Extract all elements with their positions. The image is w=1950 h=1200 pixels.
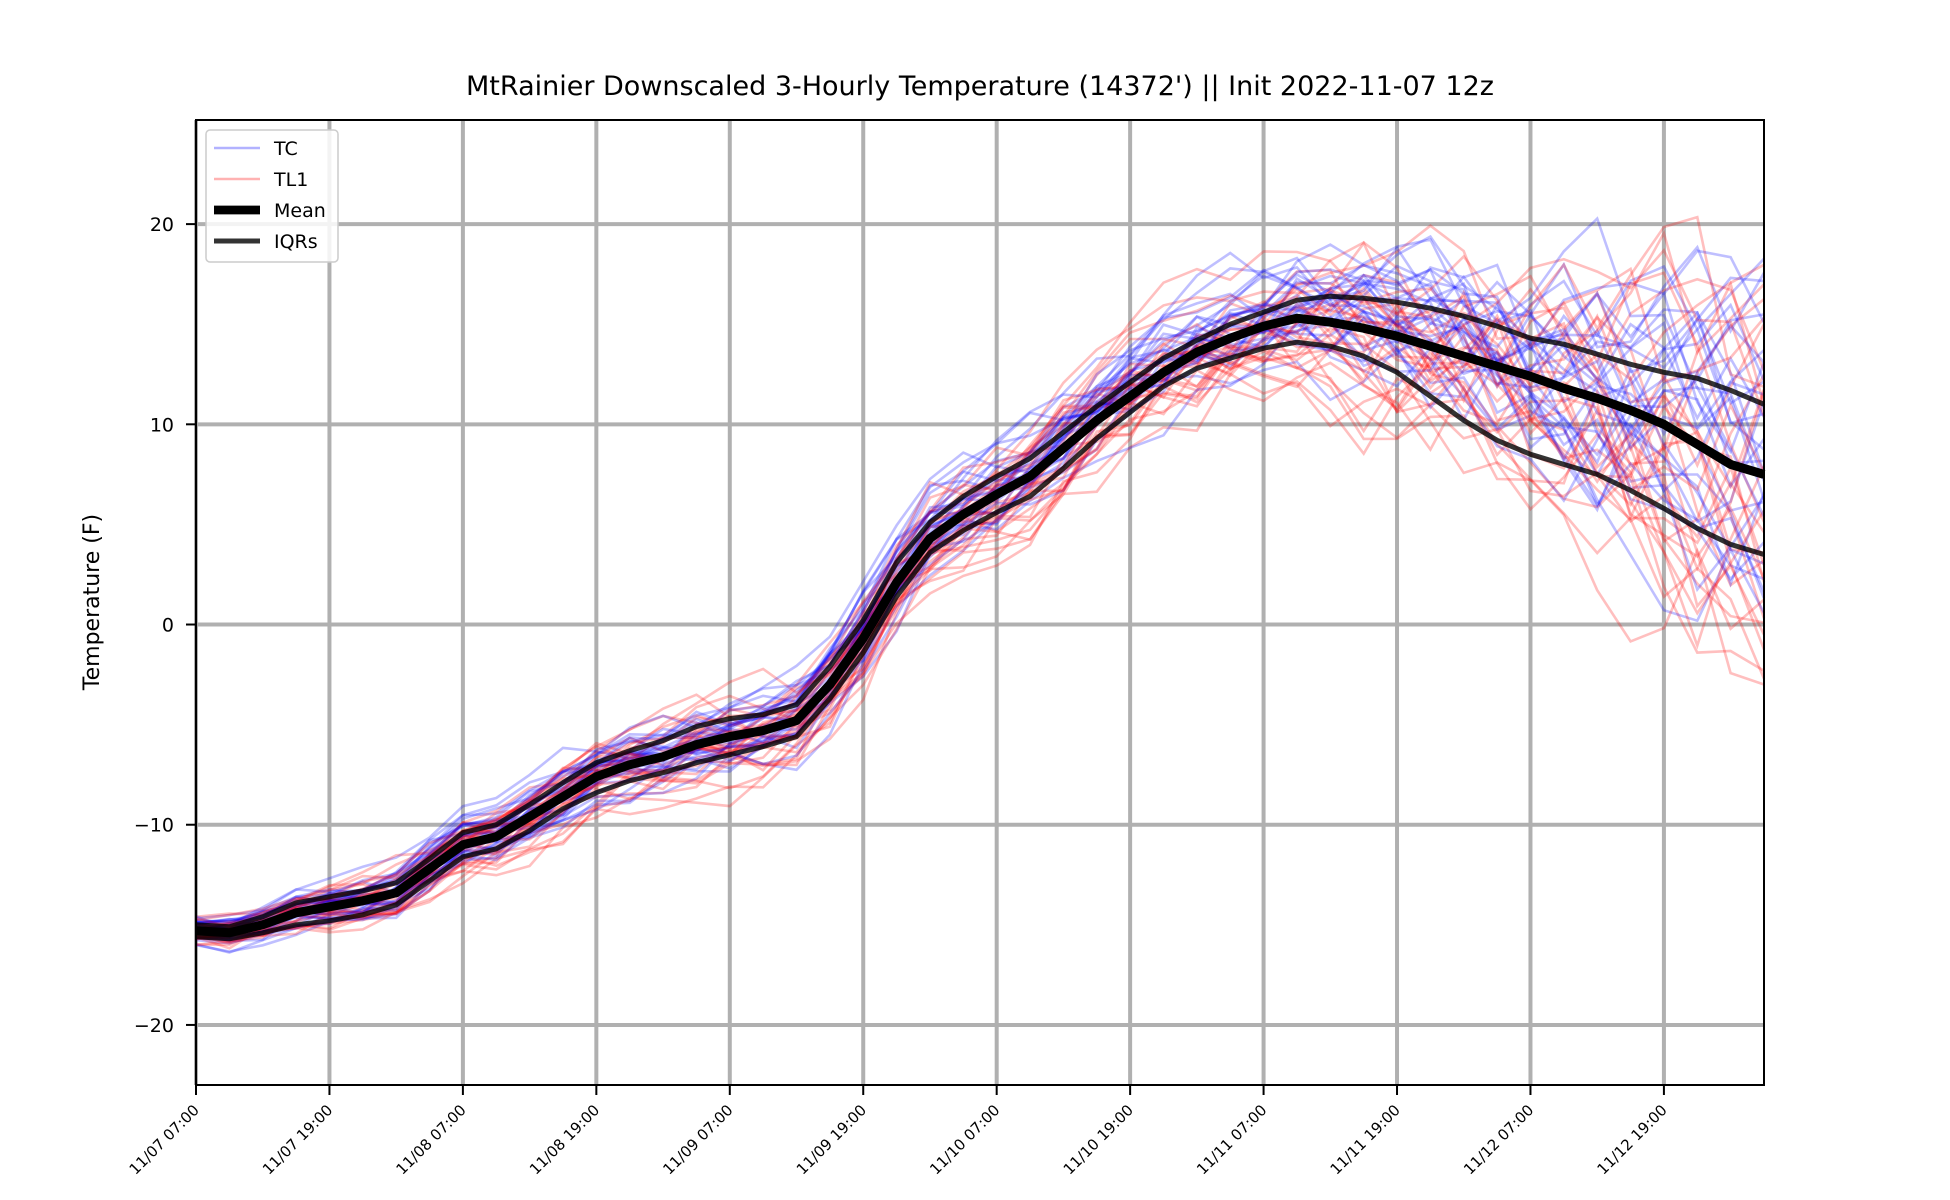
tc-member-line xyxy=(195,306,1765,926)
y-tick-label: −10 xyxy=(134,815,174,837)
grid-lines xyxy=(194,120,1764,1085)
legend-label: TC xyxy=(273,138,298,160)
tc-member-line xyxy=(195,347,1766,954)
tc-member-line xyxy=(195,296,1766,940)
legend-box xyxy=(205,129,339,263)
chart-title: MtRainier Downscaled 3-Hourly Temperatur… xyxy=(466,71,1494,102)
tl1-member-line xyxy=(195,361,1766,945)
tc-member-line xyxy=(195,299,1765,939)
y-tick-label: 0 xyxy=(162,615,174,637)
y-axis-label: Temperature (F) xyxy=(80,514,105,691)
y-tick-label: −20 xyxy=(134,1015,174,1037)
tl1-member-line xyxy=(195,359,1766,941)
legend-label: Mean xyxy=(274,200,326,222)
tl1-member-line xyxy=(195,344,1765,939)
tc-member-line xyxy=(195,243,1766,931)
iqr-line xyxy=(195,293,1765,930)
tl1-member-line xyxy=(195,319,1766,932)
tc-member-line xyxy=(195,282,1765,920)
tc-member-line xyxy=(195,297,1766,925)
tl1-member-line xyxy=(195,229,1766,929)
tl1-member-line xyxy=(195,281,1766,941)
statistic-lines xyxy=(195,293,1766,942)
y-tick-label: 20 xyxy=(150,214,174,236)
tl1-member-line xyxy=(195,361,1765,947)
tc-member-line xyxy=(195,263,1766,934)
tl1-member-line xyxy=(195,302,1766,928)
mean-line xyxy=(195,313,1766,938)
y-tick-label: 10 xyxy=(150,414,174,436)
iqr-line xyxy=(195,339,1765,942)
tc-member-line xyxy=(195,234,1765,935)
plot-frame xyxy=(195,119,1765,1086)
y-axis-ticks: −20 −10 0 10 20 xyxy=(134,214,196,1037)
tl1-member-line xyxy=(195,319,1765,939)
legend-label: IQRs xyxy=(274,231,318,253)
legend: TC TL1 Mean IQRs xyxy=(205,129,339,263)
legend-label: TL1 xyxy=(273,169,308,191)
tc-member-line xyxy=(195,216,1766,927)
